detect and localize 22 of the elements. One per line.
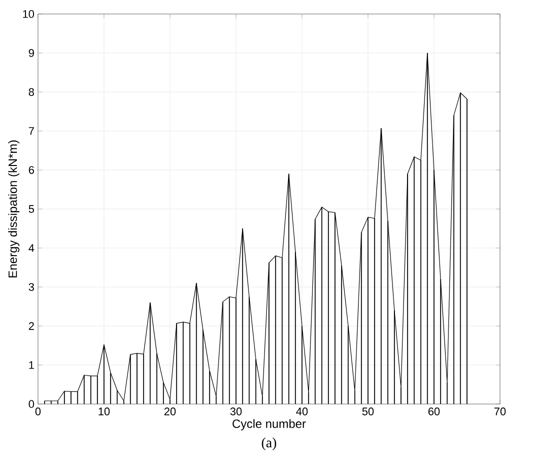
y-tick-label: 6	[28, 166, 34, 174]
y-tick-label: 3	[28, 283, 34, 291]
y-axis-title: Energy dissipation (kN*m)	[8, 140, 20, 278]
x-tick-label: 60	[428, 408, 440, 416]
y-tick-label: 7	[28, 127, 34, 135]
y-tick-label: 10	[23, 10, 34, 18]
y-tick-label: 8	[28, 88, 34, 96]
x-tick-label: 30	[230, 408, 242, 416]
text: (a)	[262, 438, 276, 450]
x-tick-label: 40	[296, 408, 308, 416]
x-tick-label: 70	[494, 408, 506, 416]
y-tick-label: 5	[28, 205, 34, 213]
x-tick-label: 20	[164, 408, 176, 416]
y-tick-label: 0	[28, 400, 34, 408]
y-tick-label: 1	[29, 361, 34, 369]
x-axis-title: Cycle number	[232, 419, 306, 430]
x-tick-label: 10	[98, 408, 110, 416]
x-tick-label: 0	[35, 408, 41, 416]
y-tick-label: 2	[28, 322, 34, 330]
x-tick-label: 50	[362, 408, 374, 416]
y-tick-label: 4	[28, 244, 34, 252]
y-tick-label: 9	[28, 49, 34, 57]
